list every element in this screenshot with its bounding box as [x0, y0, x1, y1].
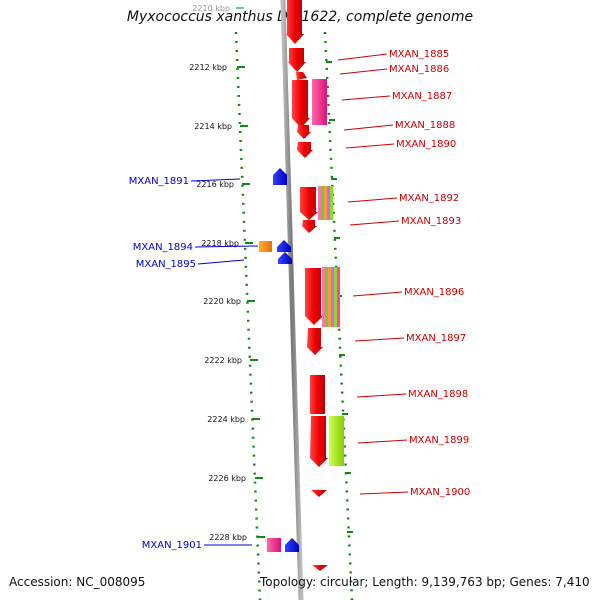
- genome-backbone: [280, 0, 304, 600]
- tick-mark: 2228 kbp: [209, 533, 265, 542]
- gene-arrow-mxan-1885[interactable]: [286, 0, 304, 44]
- tick-label: 2228 kbp: [209, 533, 247, 542]
- gene-label-mxan-1898[interactable]: MXAN_1898: [408, 389, 468, 400]
- gene-arrow-mxan-1892[interactable]: [300, 187, 318, 220]
- reverse-genes: [259, 168, 299, 552]
- gene-label-mxan-1901[interactable]: MXAN_1901: [142, 540, 202, 551]
- tick-label: 2222 kbp: [204, 356, 242, 365]
- gene-arrow-small[interactable]: [312, 565, 328, 571]
- forward-gene-labels: MXAN_1885 MXAN_1886 MXAN_1887 MXAN_1888 …: [337, 49, 470, 498]
- gene-label-mxan-1890[interactable]: MXAN_1890: [396, 139, 456, 150]
- tick-label: 2220 kbp: [203, 297, 241, 306]
- tick-track-line: [234, 31, 262, 600]
- gene-arrow-mxan-1896[interactable]: [305, 268, 323, 325]
- gene-domains-mxan-1892[interactable]: [318, 186, 333, 220]
- gene-arrow-mxan-1901b[interactable]: [285, 538, 299, 552]
- gene-label-mxan-1891[interactable]: MXAN_1891: [129, 176, 189, 187]
- gene-arrow-mxan-1898[interactable]: [310, 375, 325, 414]
- tick-label: 2226 kbp: [208, 474, 246, 483]
- gene-label-mxan-1895[interactable]: MXAN_1895: [136, 259, 196, 270]
- gene-domain-mxan-1887[interactable]: [312, 79, 327, 125]
- gene-label-mxan-1885[interactable]: MXAN_1885: [389, 49, 449, 60]
- gene-box-mxan-1901[interactable]: [267, 538, 281, 552]
- tick-mark: 2216 kbp: [196, 180, 250, 189]
- gene-label-mxan-1899[interactable]: MXAN_1899: [409, 435, 469, 446]
- tick-mark: 2224 kbp: [207, 415, 260, 424]
- tick-mark: 2212 kbp: [189, 63, 245, 72]
- gene-label-mxan-1896[interactable]: MXAN_1896: [404, 287, 464, 298]
- gene-arrow-mxan-1900[interactable]: [311, 490, 327, 497]
- gene-box-mxan-1894[interactable]: [259, 241, 272, 252]
- gene-label-mxan-1888[interactable]: MXAN_1888: [395, 120, 455, 131]
- gene-label-mxan-1893[interactable]: MXAN_1893: [401, 216, 461, 227]
- tick-mark: 2214 kbp: [194, 122, 248, 131]
- gene-arrow-mxan-1895[interactable]: [278, 252, 292, 264]
- gene-arrow-mxan-1886[interactable]: [296, 72, 307, 80]
- tick-label: 2212 kbp: [189, 63, 227, 72]
- topology-text: Topology: circular; Length: 9,139,763 bp…: [260, 575, 590, 589]
- gene-arrow-mxan-1887[interactable]: [292, 80, 310, 128]
- gene-domain-mxan-1899[interactable]: [329, 416, 344, 466]
- gene-label-mxan-1886[interactable]: MXAN_1886: [389, 64, 449, 75]
- tick-mark: 2210 kbp: [192, 4, 244, 13]
- tick-mark: 2218 kbp: [201, 239, 253, 248]
- gene-label-mxan-1894[interactable]: MXAN_1894: [133, 242, 193, 253]
- tick-label: 2224 kbp: [207, 415, 245, 424]
- accession-text: Accession: NC_008095: [9, 575, 146, 589]
- gene-arrow-mxan-1890[interactable]: [297, 142, 313, 158]
- scale-ticks: 2210 kbp 2212 kbp 2214 kbp 2216 kbp 2218…: [189, 4, 265, 542]
- tick-mark: 2222 kbp: [204, 356, 258, 365]
- forward-track-ticks: [326, 61, 353, 533]
- tick-mark: 2220 kbp: [203, 297, 255, 306]
- tick-label: 2218 kbp: [201, 239, 239, 248]
- forward-genes: [286, 0, 344, 571]
- tick-label: 2214 kbp: [194, 122, 232, 131]
- gene-label-mxan-1897[interactable]: MXAN_1897: [406, 333, 466, 344]
- gene-arrow-mxan-1885b[interactable]: [288, 48, 306, 72]
- gene-arrow-mxan-1899[interactable]: [310, 416, 328, 467]
- gene-arrow-mxan-1893[interactable]: [302, 220, 317, 233]
- gene-label-mxan-1887[interactable]: MXAN_1887: [392, 91, 452, 102]
- gene-label-mxan-1892[interactable]: MXAN_1892: [399, 193, 459, 204]
- gene-arrow-mxan-1894b[interactable]: [277, 240, 291, 252]
- gene-arrow-mxan-1891[interactable]: [273, 168, 287, 185]
- gene-label-mxan-1900[interactable]: MXAN_1900: [410, 487, 470, 498]
- reverse-gene-labels: MXAN_1891 MXAN_1894 MXAN_1895 MXAN_1901: [129, 176, 259, 551]
- gene-arrow-mxan-1897[interactable]: [307, 328, 323, 355]
- gene-arrow-mxan-1888[interactable]: [297, 125, 311, 139]
- tick-label: 2216 kbp: [196, 180, 234, 189]
- gene-domains-mxan-1896[interactable]: [322, 267, 340, 327]
- tick-mark: 2226 kbp: [208, 474, 263, 483]
- tick-label: 2210 kbp: [192, 4, 230, 13]
